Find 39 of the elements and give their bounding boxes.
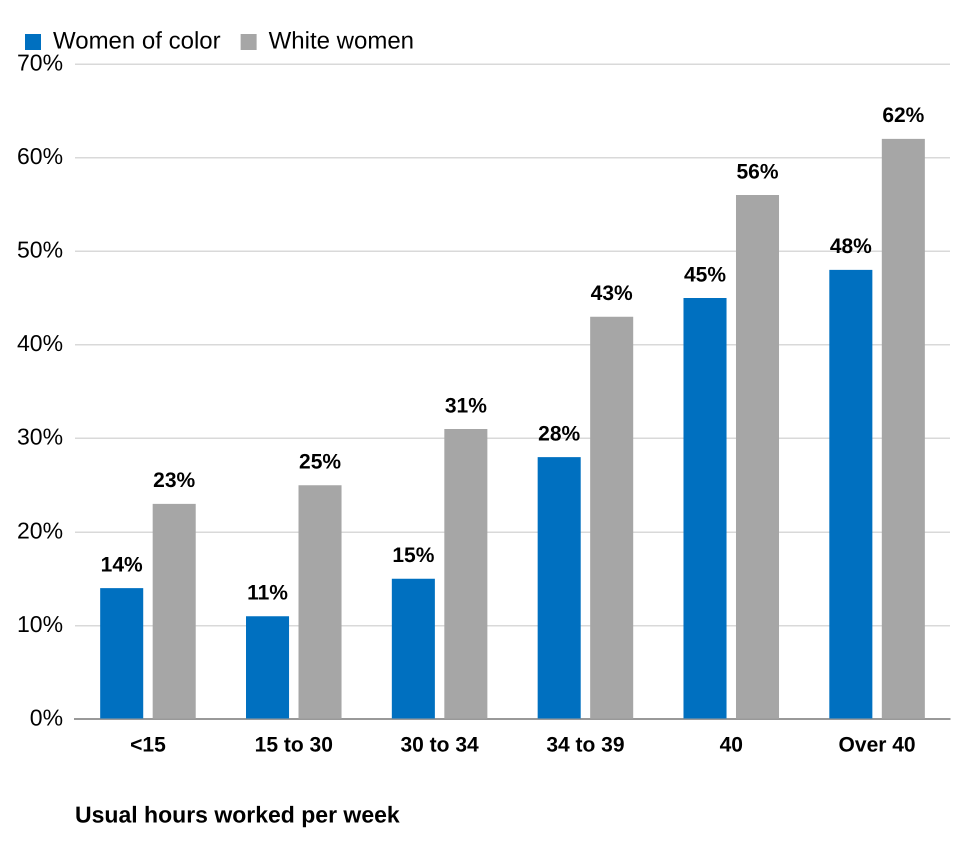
data-label: 25% bbox=[299, 450, 342, 474]
data-label: 23% bbox=[153, 469, 196, 492]
y-tick-label: 30% bbox=[16, 424, 64, 450]
y-tick-label: 20% bbox=[16, 517, 64, 544]
data-label: 56% bbox=[736, 160, 779, 184]
y-tick-label: 10% bbox=[16, 610, 64, 637]
bar bbox=[882, 138, 925, 718]
bar bbox=[444, 429, 488, 718]
bar bbox=[152, 504, 196, 718]
data-label: 48% bbox=[830, 235, 872, 258]
bar bbox=[100, 588, 144, 718]
data-label: 62% bbox=[882, 104, 925, 128]
y-tick-label: 40% bbox=[16, 330, 64, 356]
x-tick-label: 15 to 30 bbox=[254, 734, 333, 757]
legend-label: White women bbox=[268, 28, 414, 55]
data-label: 15% bbox=[392, 544, 435, 568]
x-tick-label: Over 40 bbox=[838, 734, 916, 757]
data-label: 14% bbox=[100, 553, 144, 576]
x-axis-title: Usual hours worked per week bbox=[75, 802, 400, 828]
bar bbox=[736, 195, 780, 718]
y-tick-label: 60% bbox=[16, 142, 64, 169]
bar bbox=[246, 616, 290, 718]
data-label: 31% bbox=[444, 394, 488, 418]
y-tick-label: 50% bbox=[16, 236, 64, 263]
bar bbox=[392, 578, 435, 718]
x-tick-label: 40 bbox=[720, 734, 743, 757]
bar bbox=[683, 298, 727, 718]
x-tick-label: 30 to 34 bbox=[400, 734, 480, 757]
y-tick-label: 0% bbox=[30, 704, 64, 731]
data-label: 28% bbox=[538, 422, 581, 446]
bar bbox=[538, 457, 581, 718]
data-label: 11% bbox=[247, 582, 288, 605]
data-label: 43% bbox=[590, 282, 634, 306]
x-tick-label: 34 to 39 bbox=[546, 734, 625, 757]
bar bbox=[298, 485, 342, 718]
bar bbox=[590, 316, 634, 718]
data-label: 45% bbox=[684, 263, 726, 286]
bar bbox=[829, 270, 872, 718]
x-tick-label: <15 bbox=[130, 734, 166, 757]
